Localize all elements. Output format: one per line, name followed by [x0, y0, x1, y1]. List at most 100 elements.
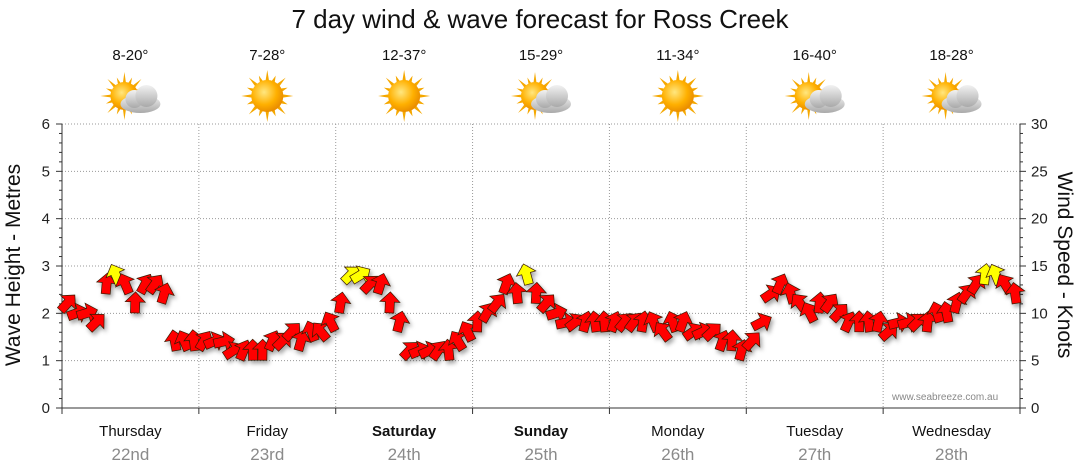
sun-ray: [413, 105, 423, 115]
sun-ray: [511, 94, 523, 98]
wind-arrow: [770, 273, 791, 296]
wind-arrows: [56, 263, 1026, 362]
wind-arrow-shape: [545, 302, 568, 324]
partly-cloudy-icon: [511, 72, 571, 120]
wind-arrow: [545, 302, 568, 324]
wind-arrow: [536, 294, 556, 315]
sun-ray: [692, 94, 704, 98]
day-temperature-label: 11-34°: [656, 47, 699, 64]
y-tick-label-left: 1: [42, 353, 50, 370]
wind-arrow-shape: [1004, 282, 1026, 305]
sun-ray: [122, 108, 126, 120]
wind-arrow: [389, 310, 411, 334]
sun-ray: [107, 104, 117, 113]
x-day-label: Friday: [246, 423, 288, 440]
sun-ray: [413, 77, 423, 87]
day-temperature-label: 7-28°: [249, 47, 285, 64]
partly-cloudy-icon: [784, 72, 845, 120]
sun-ray: [807, 108, 811, 120]
wind-arrow-shape: [536, 294, 556, 315]
wind-arrow-shape: [868, 310, 890, 333]
wind-arrow: [437, 338, 460, 362]
wind-arrow: [672, 311, 694, 334]
cloud-puff: [819, 85, 842, 107]
cloud-puff: [956, 85, 979, 107]
y-tick-label-left: 6: [42, 116, 50, 133]
grid-lines: [62, 123, 1020, 408]
wind-arrow-shape: [701, 323, 721, 343]
wind-arrow: [721, 329, 743, 352]
sunny-icon: [651, 70, 704, 122]
wind-arrow-shape: [515, 263, 537, 286]
y-tick-label-right: 25: [1031, 163, 1048, 180]
wind-arrow-shape: [124, 291, 147, 314]
sun-disc: [251, 80, 284, 112]
sun-ray: [100, 94, 112, 98]
y-tick-label-right: 20: [1031, 211, 1048, 228]
wind-arrow-shape: [819, 293, 839, 315]
sun-ray: [533, 72, 537, 84]
sun-ray: [402, 110, 406, 122]
sun-ray: [385, 105, 395, 115]
wind-arrow: [515, 263, 537, 286]
sun-ray: [687, 77, 697, 87]
sun-ray: [784, 94, 796, 98]
wind-arrow: [868, 310, 890, 333]
cloud-puff: [546, 85, 568, 107]
wind-arrow: [799, 302, 819, 324]
sun-ray: [928, 104, 938, 113]
wind-arrow: [506, 281, 528, 305]
wind-arrow-shape: [486, 293, 507, 315]
cloud-shape: [941, 85, 982, 113]
wind-arrow: [828, 304, 848, 324]
sun-ray: [791, 104, 801, 113]
wind-arrow: [379, 291, 401, 314]
sun-ray: [676, 70, 680, 82]
sun-ray: [533, 108, 537, 120]
wind-arrow: [145, 274, 165, 296]
sun-rays: [241, 70, 294, 122]
y-tick-label-right: 0: [1031, 400, 1039, 417]
sun-ray: [402, 70, 406, 82]
wind-arrow-shape: [457, 321, 477, 343]
sun-ray: [378, 94, 390, 98]
wind-arrow-shape: [56, 294, 76, 315]
y-axis-right-ticks: 0 5 10 15 20 25 30: [1020, 116, 1048, 417]
wind-arrow: [330, 291, 352, 314]
sun-ray: [248, 77, 259, 87]
y-tick-label-right: 10: [1031, 305, 1048, 322]
wind-arrow-shape: [741, 332, 761, 352]
wind-arrow: [486, 293, 507, 315]
credit-text: www.seabreeze.com.au: [892, 392, 999, 403]
wind-arrow-shape: [154, 282, 175, 305]
x-date-label: 24th: [388, 445, 421, 464]
wind-arrow-shape: [437, 338, 460, 362]
wind-arrow-shape: [525, 281, 548, 305]
y-tick-label-right: 5: [1031, 353, 1039, 370]
wind-arrow-shape: [379, 291, 401, 314]
sun-ray: [132, 79, 142, 88]
wind-arrow-shape: [311, 322, 331, 343]
wind-arrow: [750, 312, 772, 332]
wind-arrow: [525, 281, 548, 305]
wind-arrow-shape: [828, 304, 848, 324]
wind-arrow: [320, 311, 340, 334]
partly-cloudy-icon: [100, 72, 161, 120]
x-day-label: Monday: [651, 423, 705, 440]
sun-ray: [944, 72, 948, 84]
sun-ray: [107, 79, 117, 88]
y-tick-label-right: 15: [1031, 258, 1048, 275]
day-temperature-label: 12-37°: [382, 47, 426, 64]
wind-arrow-shape: [770, 273, 791, 296]
wind-arrow-shape: [114, 273, 135, 296]
wind-arrow: [1004, 282, 1026, 305]
cloud-shape: [804, 85, 845, 113]
chart-title: 7 day wind & wave forecast for Ross Cree…: [291, 4, 789, 34]
y-axis-left-label: Wave Height - Metres: [2, 163, 25, 367]
y-tick-label-left: 2: [42, 305, 50, 322]
sun-ray: [385, 77, 395, 87]
wind-arrow-shape: [506, 281, 528, 305]
sun-ray: [241, 94, 253, 98]
y-tick-label-right: 30: [1031, 116, 1048, 133]
